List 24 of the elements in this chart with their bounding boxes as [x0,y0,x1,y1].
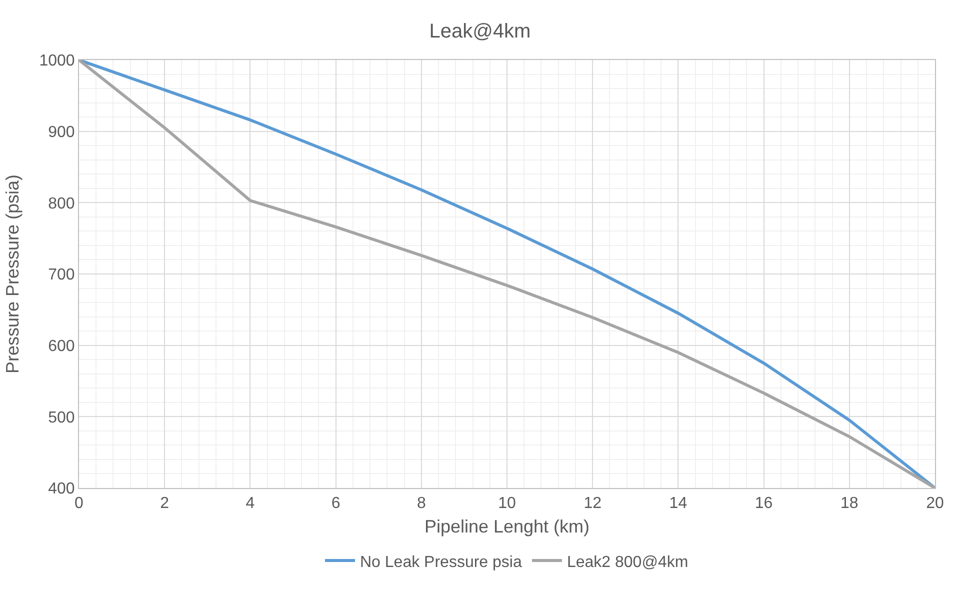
x-tick-label: 18 [840,495,858,512]
y-tick-label: 1000 [39,52,75,70]
x-tick-label: 10 [498,495,516,512]
x-tick-label: 6 [331,495,340,512]
x-axis-title: Pipeline Lenght (km) [424,516,590,536]
y-tick-label: 500 [48,409,75,426]
legend-label: No Leak Pressure psia [360,554,522,571]
x-tick-label: 14 [669,495,688,512]
x-tick-label: 4 [246,495,255,512]
y-tick-label: 900 [48,124,75,141]
y-tick-label: 700 [48,266,75,284]
legend-label: Leak2 800@4km [566,554,688,571]
x-tick-label: 0 [74,495,84,512]
x-tick-label: 2 [160,495,170,512]
y-tick-label: 400 [48,480,75,498]
x-tick-label: 8 [416,495,426,512]
y-tick-label: 600 [48,338,75,355]
y-axis-title: Pressure Pressure (psia) [2,174,22,374]
y-tick-label: 800 [48,195,75,212]
line-series [79,60,935,488]
x-tick-label: 20 [926,495,944,512]
x-tick-label: 16 [754,495,773,512]
chart-title: Leak@4km [429,20,531,43]
x-tick-label: 12 [584,495,602,512]
